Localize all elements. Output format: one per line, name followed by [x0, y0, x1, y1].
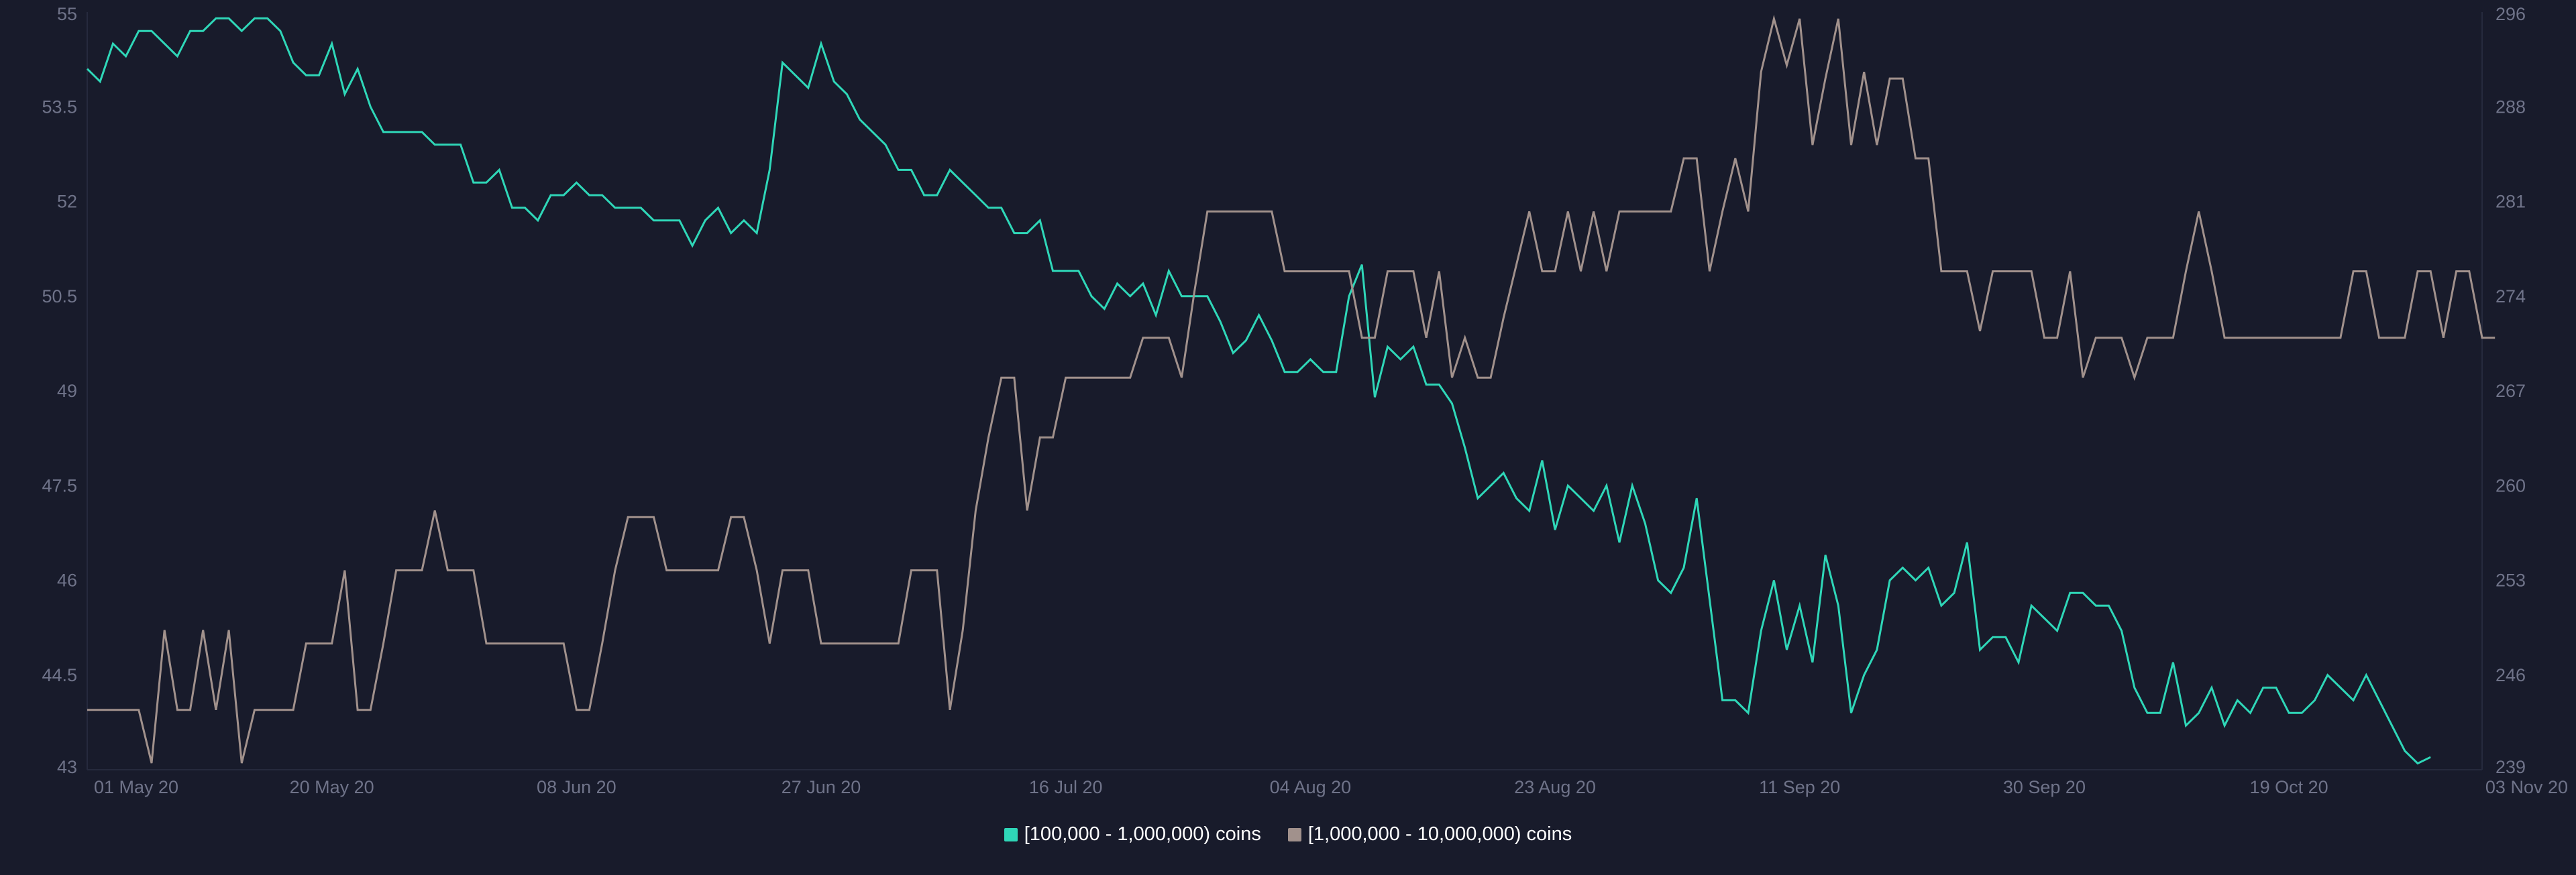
y-left-tick-label: 43	[57, 757, 77, 777]
y-right-tick-label: 267	[2496, 381, 2526, 401]
x-tick-label: 27 Jun 20	[782, 777, 861, 797]
y-left-tick-label: 50.5	[42, 286, 77, 306]
series-lines	[86, 14, 2496, 765]
y-right-tick-label: 239	[2496, 757, 2526, 777]
x-tick-label: 03 Nov 20	[2485, 777, 2568, 797]
y-left-tick-label: 52	[57, 192, 77, 212]
y-right-tick-label: 274	[2496, 286, 2526, 306]
y-right-tick-label: 296	[2496, 4, 2526, 24]
y-right-tick-label: 288	[2496, 97, 2526, 117]
series-line-1	[86, 17, 2431, 765]
legend-swatch-series-1	[1004, 827, 1018, 841]
y-right-tick-label: 281	[2496, 192, 2526, 212]
y-right-tick-label: 253	[2496, 571, 2526, 591]
y-left-tick-label: 47.5	[42, 475, 77, 495]
x-tick-label: 30 Sep 20	[2003, 777, 2086, 797]
series-line-2	[87, 14, 2496, 764]
y-left-tick-label: 55	[57, 4, 77, 24]
y-left-tick-label: 53.5	[42, 97, 77, 117]
y-left-tick-label: 49	[57, 381, 77, 401]
x-tick-label: 01 May 20	[94, 777, 178, 797]
tick-labels: 43 44.5 46 47.5 49 50.5 52 53.5 55 239 246 253 260 26…	[42, 4, 2568, 797]
legend-item-series-1[interactable]: [100,000 - 1,000,000) coins	[1004, 823, 1261, 845]
x-tick-label: 20 May 20	[290, 777, 374, 797]
x-tick-label: 23 Aug 20	[1514, 777, 1596, 797]
y-right-tick-label: 260	[2496, 475, 2526, 495]
legend-item-series-2[interactable]: [1,000,000 - 10,000,000) coins	[1287, 823, 1572, 845]
x-tick-label: 08 Jun 20	[537, 777, 616, 797]
x-tick-label: 11 Sep 20	[1759, 777, 1840, 797]
x-tick-label: 19 Oct 20	[2250, 777, 2328, 797]
legend-label-series-2: [1,000,000 - 10,000,000) coins	[1307, 823, 1572, 845]
y-left-tick-label: 46	[57, 571, 77, 591]
x-tick-label: 16 Jul 20	[1029, 777, 1103, 797]
axes	[87, 12, 2483, 770]
legend-label-series-1: [100,000 - 1,000,000) coins	[1024, 823, 1261, 845]
x-tick-label: 04 Aug 20	[1270, 777, 1352, 797]
legend: [100,000 - 1,000,000) coins [1,000,000 -…	[0, 823, 2576, 845]
y-right-tick-label: 246	[2496, 665, 2526, 685]
legend-swatch-series-2	[1287, 827, 1301, 841]
y-left-tick-label: 44.5	[42, 665, 77, 685]
